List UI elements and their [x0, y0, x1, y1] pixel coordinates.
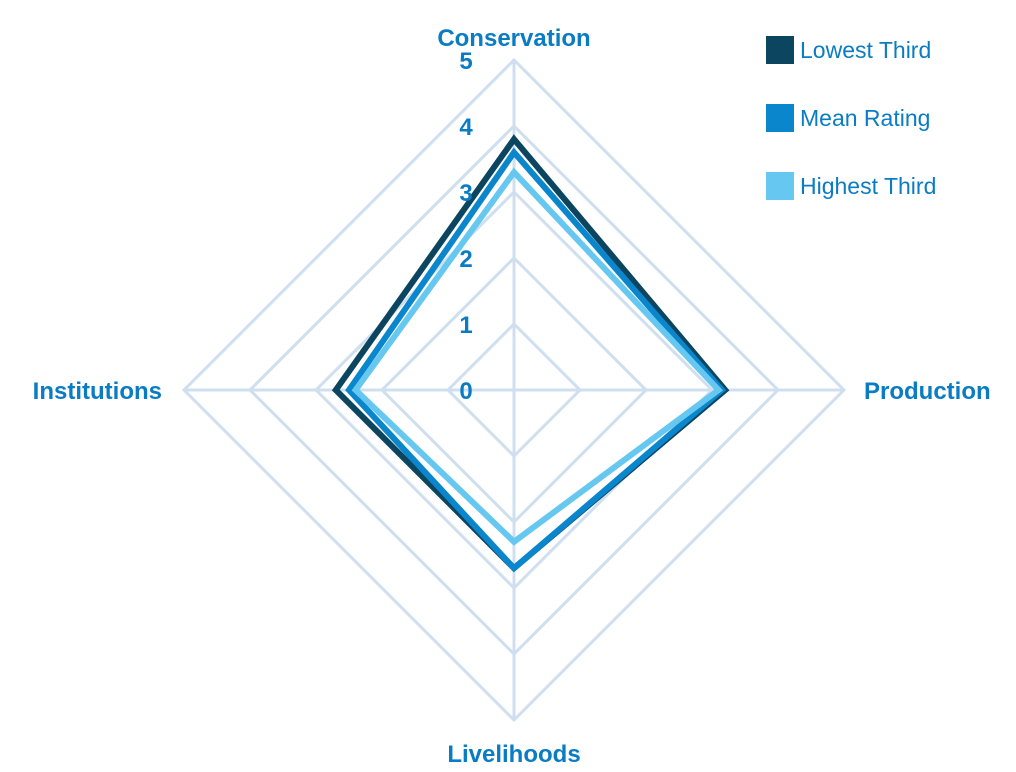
legend-swatch-lowest-third	[766, 36, 794, 64]
legend: Lowest Third Mean Rating Highest Third	[766, 36, 936, 200]
axis-label-conservation: Conservation	[437, 25, 590, 52]
tick-label-2: 2	[459, 246, 472, 273]
tick-label-3: 3	[459, 180, 472, 207]
tick-label-1: 1	[459, 312, 472, 339]
tick-label-5: 5	[459, 48, 472, 75]
tick-label-0: 0	[459, 378, 472, 405]
legend-label-lowest-third: Lowest Third	[800, 37, 931, 63]
series-layer	[331, 134, 730, 573]
legend-label-highest-third: Highest Third	[800, 173, 936, 199]
tick-label-4: 4	[459, 114, 473, 141]
series-line-highest-third	[351, 167, 724, 546]
series-line-mean-rating	[345, 147, 727, 573]
grid-layer	[181, 57, 847, 723]
axis-label-livelihoods: Livelihoods	[447, 741, 580, 767]
tick-labels: 0 1 2 3 4 5	[459, 48, 473, 405]
axis-labels: Conservation Production Livelihoods Institu…	[33, 25, 991, 768]
axis-label-production: Production	[864, 378, 991, 405]
legend-swatch-mean-rating	[766, 104, 794, 132]
axis-label-institutions: Institutions	[33, 378, 162, 405]
legend-label-mean-rating: Mean Rating	[800, 105, 930, 131]
legend-swatch-highest-third	[766, 172, 794, 200]
